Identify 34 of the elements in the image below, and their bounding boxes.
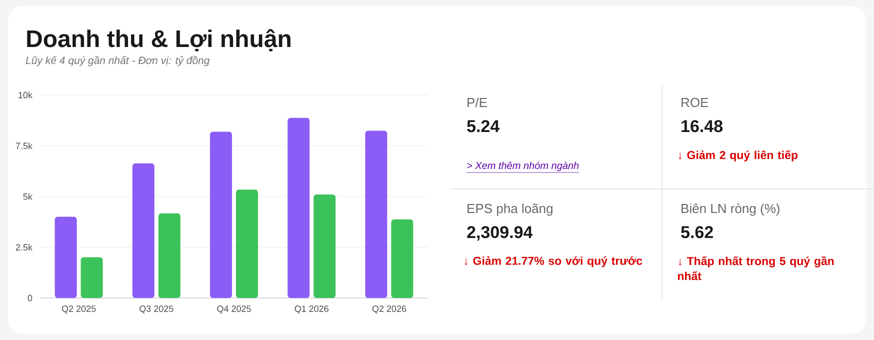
y-tick-label: 10k [18,92,32,98]
chart-title: Doanh thu & Lợi nhuận [27,29,290,52]
bar [365,130,388,298]
bar [314,194,336,298]
bar [132,163,154,298]
x-tick-label: Q3 2025 [140,306,174,314]
y-tick-label: 7.5k [16,142,32,150]
bar [210,132,232,298]
text: 5.62 [681,226,713,238]
y-tick-label: 0 [28,294,32,302]
x-tick-label: Q2 2025 [62,306,96,314]
text: 5.24 [467,120,500,132]
text: ROE [682,98,708,108]
y-tick-label: 2.5k [16,244,32,251]
text: > Xem thêm nhóm ngành [467,162,579,172]
text: Biên LN ròng (%) [682,203,780,216]
text: P/E [468,98,487,108]
x-tick-label: Q2 2026 [372,306,406,314]
y-tick-label: 5k [23,193,32,200]
x-tick-label: Q1 2026 [294,306,328,314]
x-tick-label: Q4 2025 [217,306,251,314]
text: 2,309.94 [467,226,533,241]
text: ↓ Giảm 2 quý liên tiếp [678,150,798,162]
bar [391,219,414,298]
chart-subtitle: Lũy kế 4 quý gần nhất - Đơn vị: tỷ đồng [26,56,210,66]
text: 16.48 [682,120,723,132]
text: ↓ Thấp nhất trong 5 quý gần nhất [678,256,834,280]
text: EPS pha loãng [468,204,552,216]
bar [158,213,180,298]
bar [80,257,103,298]
text: ↓ Giảm 21.77% so với quý trước [464,256,642,268]
bar [54,216,77,298]
bar [236,190,258,298]
bar [288,118,310,298]
